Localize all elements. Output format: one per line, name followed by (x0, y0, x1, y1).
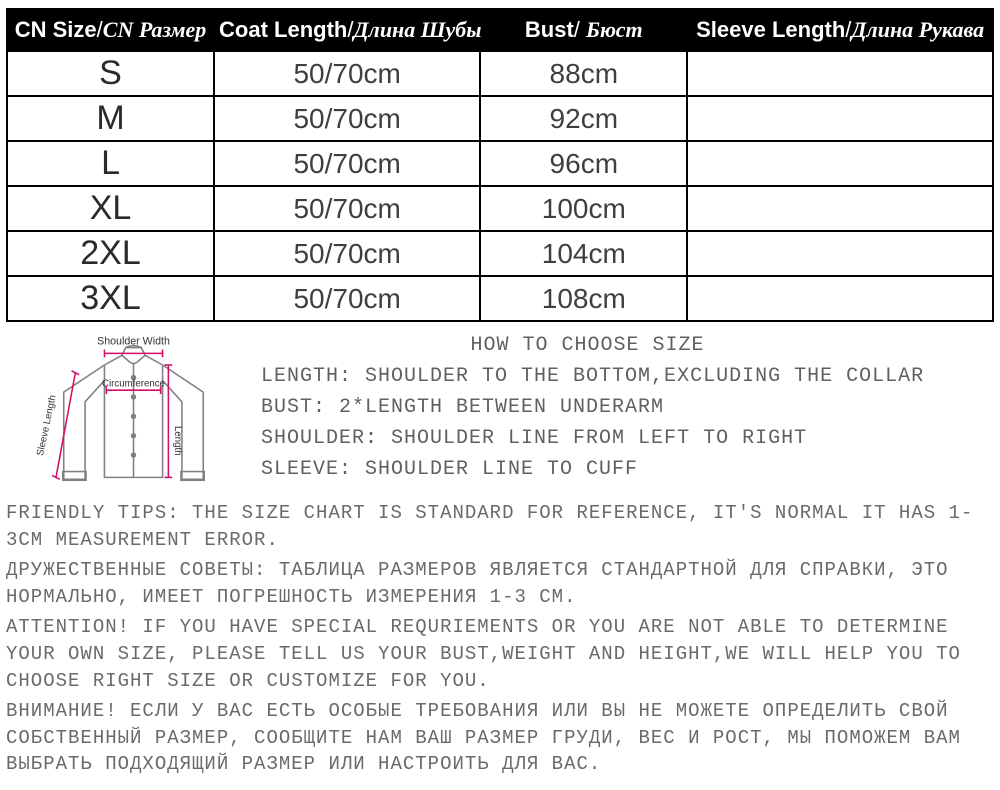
info-area: Shoulder Width Circumference Length Slee… (6, 330, 994, 494)
shirt-diagram: Shoulder Width Circumference Length Slee… (6, 330, 231, 494)
size-cell: M (7, 96, 214, 141)
value-cell: 50/70cm (214, 51, 480, 96)
table-row: 2XL50/70cm104cm (7, 231, 993, 276)
howto-shoulder: SHOULDER: SHOULDER LINE FROM LEFT TO RIG… (261, 423, 994, 454)
value-cell (687, 51, 993, 96)
label-circumference: Circumference (102, 378, 165, 389)
label-length: Length (172, 426, 183, 456)
table-row: 3XL50/70cm108cm (7, 276, 993, 321)
value-cell: 92cm (480, 96, 687, 141)
value-cell: 50/70cm (214, 141, 480, 186)
value-cell: 100cm (480, 186, 687, 231)
value-cell (687, 231, 993, 276)
howto-bust: BUST: 2*LENGTH BETWEEN UNDERARM (261, 392, 994, 423)
howto-length: LENGTH: SHOULDER TO THE BOTTOM,EXCLUDING… (261, 361, 994, 392)
shirt-svg: Shoulder Width Circumference Length Slee… (36, 334, 231, 489)
size-chart-table: CN Size/CN Размер Coat Length/Длина Шубы… (6, 8, 994, 322)
tips-ru-1: ДРУЖЕСТВЕННЫЕ СОВЕТЫ: ТАБЛИЦА РАЗМЕРОВ Я… (6, 557, 994, 610)
size-cell: 2XL (7, 231, 214, 276)
value-cell: 104cm (480, 231, 687, 276)
value-cell (687, 141, 993, 186)
size-cell: XL (7, 186, 214, 231)
value-cell: 96cm (480, 141, 687, 186)
value-cell (687, 186, 993, 231)
size-cell: S (7, 51, 214, 96)
value-cell: 50/70cm (214, 231, 480, 276)
label-sleeve: Sleeve Length (36, 394, 59, 457)
value-cell: 50/70cm (214, 276, 480, 321)
table-row: S50/70cm88cm (7, 51, 993, 96)
value-cell: 50/70cm (214, 96, 480, 141)
size-chart-body: S50/70cm88cmM50/70cm92cmL50/70cm96cmXL50… (7, 51, 993, 321)
col-bust: Bust/ Бюст (480, 9, 687, 51)
table-row: XL50/70cm100cm (7, 186, 993, 231)
col-cn-size: CN Size/CN Размер (7, 9, 214, 51)
col-coat-length: Coat Length/Длина Шубы (214, 9, 480, 51)
value-cell (687, 276, 993, 321)
tips-en-2: ATTENTION! IF YOU HAVE SPECIAL REQURIEME… (6, 614, 994, 694)
howto-title: HOW TO CHOOSE SIZE (261, 330, 994, 361)
table-row: L50/70cm96cm (7, 141, 993, 186)
value-cell: 88cm (480, 51, 687, 96)
size-cell: 3XL (7, 276, 214, 321)
tips-ru-2: ВНИМАНИЕ! ЕСЛИ У ВАС ЕСТЬ ОСОБЫЕ ТРЕБОВА… (6, 698, 994, 778)
label-shoulder: Shoulder Width (97, 336, 170, 348)
howto-sleeve: SLEEVE: SHOULDER LINE TO CUFF (261, 454, 994, 485)
value-cell: 108cm (480, 276, 687, 321)
value-cell (687, 96, 993, 141)
header-row: CN Size/CN Размер Coat Length/Длина Шубы… (7, 9, 993, 51)
tips-en-1: FRIENDLY TIPS: THE SIZE CHART IS STANDAR… (6, 500, 994, 553)
table-row: M50/70cm92cm (7, 96, 993, 141)
value-cell: 50/70cm (214, 186, 480, 231)
col-sleeve-length: Sleeve Length/Длина Рукава (687, 9, 993, 51)
howto-block: HOW TO CHOOSE SIZE LENGTH: SHOULDER TO T… (261, 330, 994, 494)
size-cell: L (7, 141, 214, 186)
tips-block: FRIENDLY TIPS: THE SIZE CHART IS STANDAR… (6, 500, 994, 778)
